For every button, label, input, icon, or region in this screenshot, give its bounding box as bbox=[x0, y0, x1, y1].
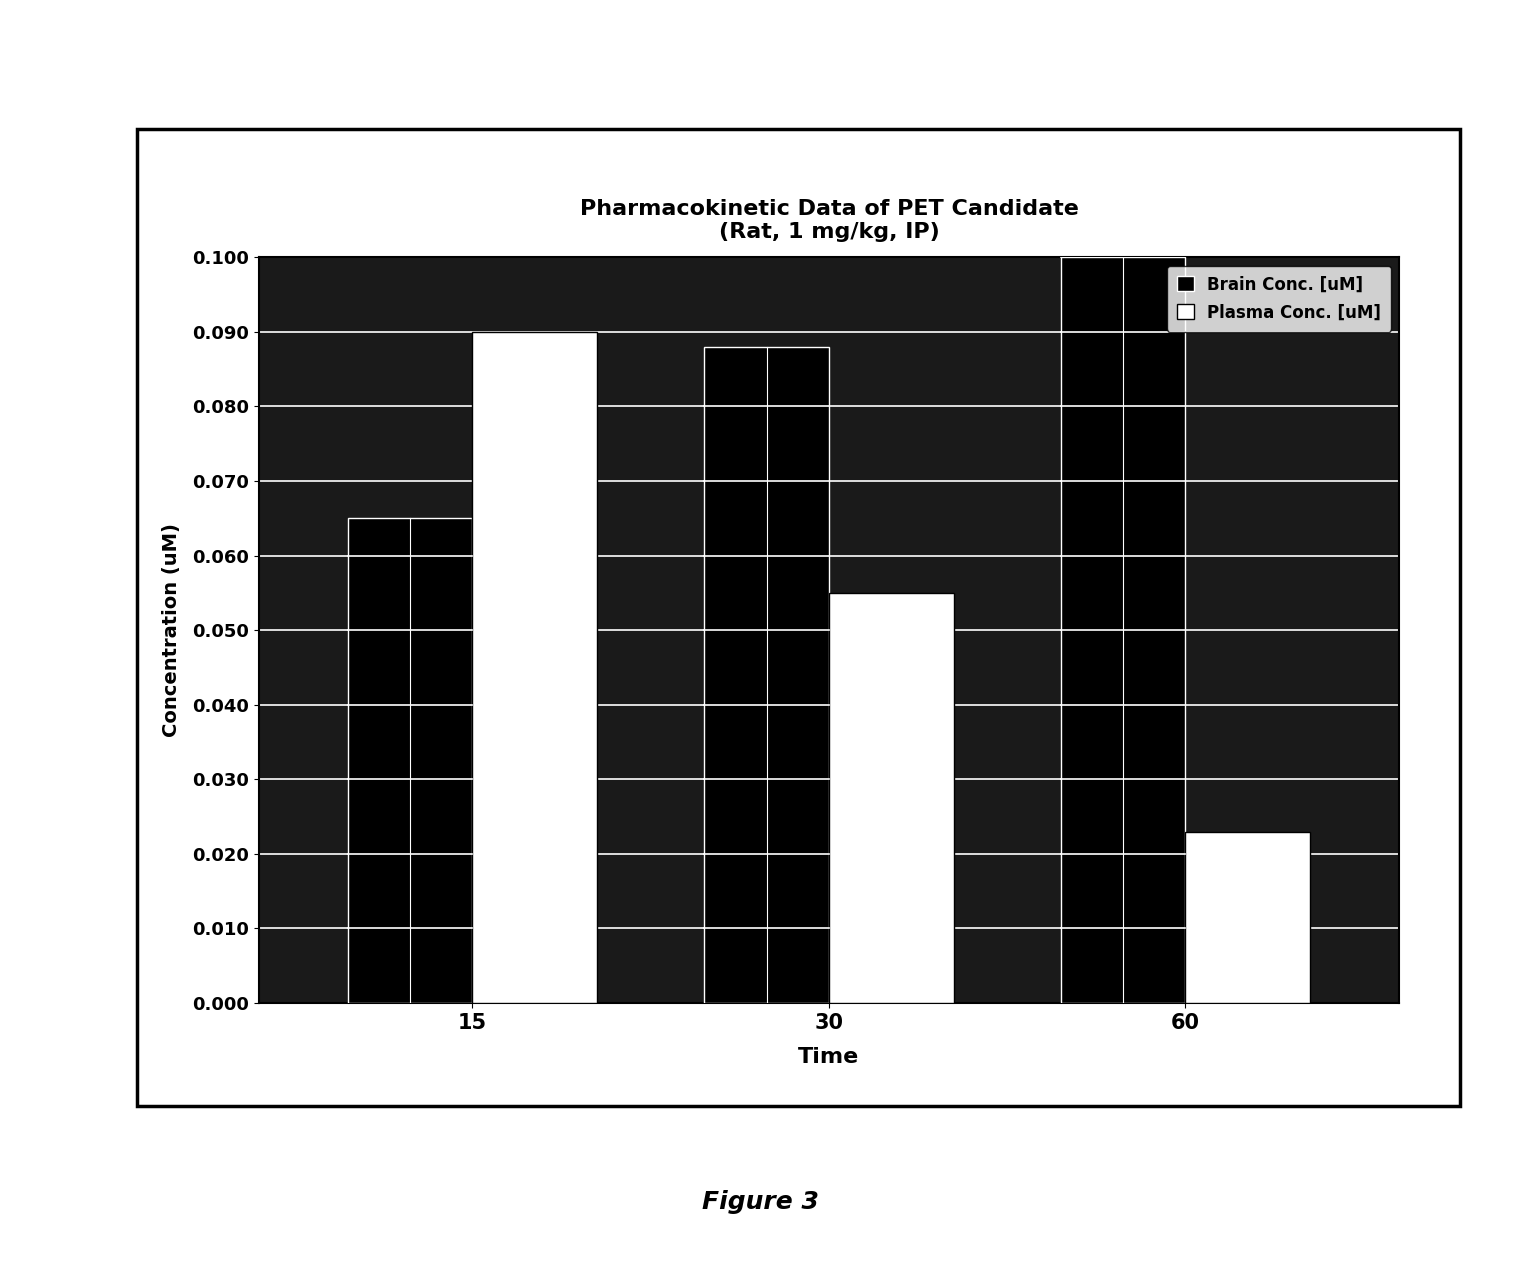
Bar bbox=[348, 518, 473, 1003]
Bar bbox=[1185, 832, 1310, 1003]
Text: Figure 3: Figure 3 bbox=[703, 1190, 818, 1214]
Bar bbox=[1060, 257, 1185, 1003]
Bar bbox=[704, 347, 829, 1003]
Bar bbox=[829, 593, 954, 1003]
Legend: Brain Conc. [uM], Plasma Conc. [uM]: Brain Conc. [uM], Plasma Conc. [uM] bbox=[1167, 265, 1392, 332]
X-axis label: Time: Time bbox=[799, 1047, 859, 1066]
Title: Pharmacokinetic Data of PET Candidate
(Rat, 1 mg/kg, IP): Pharmacokinetic Data of PET Candidate (R… bbox=[580, 198, 1078, 242]
Bar bbox=[473, 332, 598, 1003]
Y-axis label: Concentration (uM): Concentration (uM) bbox=[161, 523, 181, 737]
